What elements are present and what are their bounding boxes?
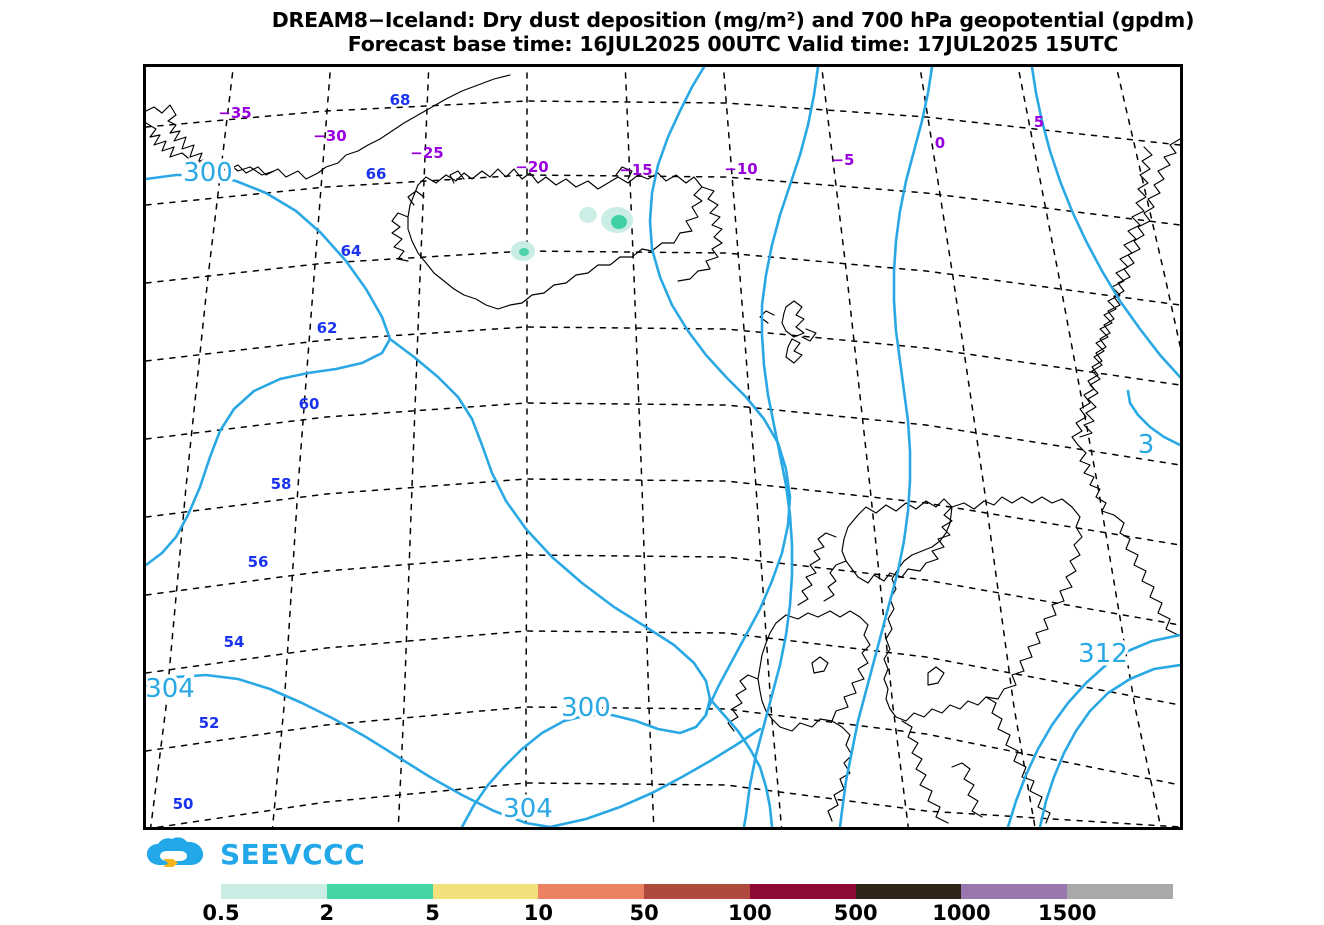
colorbar-segment xyxy=(961,884,1068,899)
svg-text:300: 300 xyxy=(183,158,233,188)
svg-text:304: 304 xyxy=(146,674,195,704)
colorbar-tick: 2 xyxy=(319,901,335,925)
contour-label: 33 xyxy=(1134,427,1158,464)
colorbar: 0.5 2 5 10 50 100 500 1000 1500 xyxy=(143,884,1183,925)
colorbar-tick: 10 xyxy=(523,901,553,925)
latitude-label: 56 xyxy=(248,553,269,571)
colorbar-tick: 0.5 xyxy=(202,901,240,925)
graticule-parallels xyxy=(146,100,1180,827)
colorbar-tick-labels: 0.5 2 5 10 50 100 500 1000 1500 xyxy=(143,901,1183,925)
graticule-meridians xyxy=(150,67,1180,827)
latitude-label: 66 xyxy=(366,165,387,183)
longitude-label: −20 xyxy=(515,158,548,176)
svg-text:312: 312 xyxy=(1078,639,1128,669)
svg-text:312: 312 xyxy=(1078,639,1128,669)
map-plot-area: .coast{fill:none;stroke:#000;stroke-widt… xyxy=(143,64,1183,830)
longitude-label: −35 xyxy=(218,104,251,122)
colorbar-tick: 500 xyxy=(833,901,878,925)
latitude-label: 58 xyxy=(271,475,292,493)
longitude-label: −15 xyxy=(619,161,652,179)
longitude-labels: −35 −30 −25 −20 −15 −10 −5 0 5 xyxy=(218,104,1044,179)
title-line-2: Forecast base time: 16JUL2025 00UTC Vali… xyxy=(347,32,1119,57)
longitude-label: −10 xyxy=(724,160,757,178)
latitude-label: 64 xyxy=(341,242,362,260)
svg-text:300: 300 xyxy=(561,693,611,723)
colorbar-segment xyxy=(326,884,433,899)
latitude-label: 52 xyxy=(199,714,220,732)
svg-text:300: 300 xyxy=(183,158,233,188)
longitude-label: 0 xyxy=(935,134,945,152)
colorbar-tick: 1000 xyxy=(932,901,991,925)
colorbar-tick: 5 xyxy=(425,901,440,925)
colorbar-tick: 100 xyxy=(727,901,772,925)
svg-text:304: 304 xyxy=(503,794,553,824)
dust-deposition-patches xyxy=(511,207,633,261)
latitude-label: 60 xyxy=(299,395,320,413)
longitude-label: −25 xyxy=(410,144,443,162)
chart-title-block: DREAM8−Iceland: Dry dust deposition (mg/… xyxy=(143,8,1323,56)
latitude-labels: 68 66 64 62 60 58 56 54 52 50 xyxy=(173,91,411,813)
longitude-label: −30 xyxy=(313,127,346,145)
latitude-label: 68 xyxy=(390,91,411,109)
longitude-label: −5 xyxy=(831,151,854,169)
svg-text:304: 304 xyxy=(146,674,195,704)
title-line-1: DREAM8−Iceland: Dry dust deposition (mg/… xyxy=(271,8,1195,32)
svg-text:3: 3 xyxy=(1138,430,1155,460)
colorbar-segment xyxy=(855,884,962,899)
cloud-icon xyxy=(147,837,204,867)
latitude-label: 54 xyxy=(224,633,245,651)
svg-text:304: 304 xyxy=(503,794,553,824)
map-canvas: .coast{fill:none;stroke:#000;stroke-widt… xyxy=(146,67,1180,827)
colorbar-tick: 1500 xyxy=(1037,901,1097,925)
logo-wordmark: SEEVCCC xyxy=(220,837,366,871)
svg-text:300: 300 xyxy=(561,693,611,723)
latitude-label: 50 xyxy=(173,795,194,813)
colorbar-segment xyxy=(538,884,645,899)
colorbar-segment xyxy=(749,884,856,899)
colorbar-segment xyxy=(432,884,539,899)
svg-text:3: 3 xyxy=(1138,430,1155,460)
colorbar-strip xyxy=(221,884,1173,899)
geopotential-contours xyxy=(146,67,1180,827)
colorbar-tick: 50 xyxy=(629,901,659,925)
colorbar-segment xyxy=(644,884,750,899)
colorbar-segment xyxy=(1067,884,1173,899)
seevccc-logo: SEEVCCC xyxy=(146,833,386,875)
latitude-label: 62 xyxy=(317,319,338,337)
longitude-label: 5 xyxy=(1034,113,1044,131)
colorbar-segment xyxy=(221,884,327,899)
